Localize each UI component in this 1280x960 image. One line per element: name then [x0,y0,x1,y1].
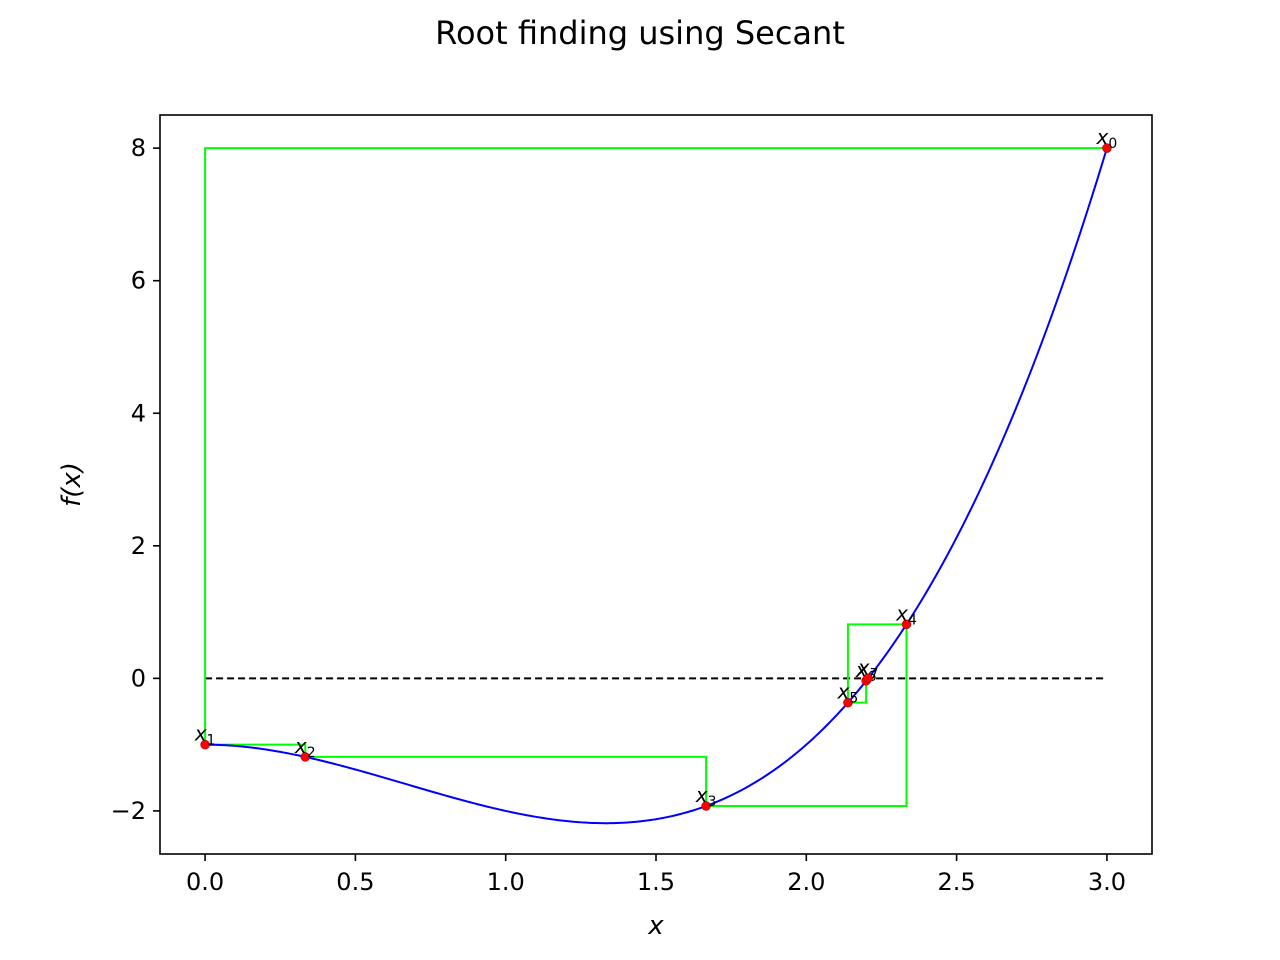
y-tick-label-1: 0 [131,664,146,692]
iterate-label-sub-3: 3 [708,794,717,810]
plot-inner [204,147,1108,825]
iterate-label-main-3: x [695,783,708,807]
iterate-label-4: x4 [895,601,917,628]
iterate-label-5: x5 [837,680,859,707]
chart-title: Root finding using Secant [435,14,845,52]
x-tick-label-2: 1.0 [487,868,525,896]
iterate-point-4 [901,619,912,630]
axes: 0.0 0.5 1.0 1.5 2.0 2.5 3.0 −2 0 2 4 6 8 x f(x) [57,114,1153,941]
x-tick-label-1: 0.5 [336,868,374,896]
iterate-label-main-4: x [895,601,908,625]
iterate-point-7 [863,673,873,684]
iterate-label-sub-0: 0 [1108,136,1117,152]
iterate-label-3: x3 [695,783,717,810]
x-tick-label-5: 2.5 [938,868,976,896]
iterate-point-0 [1102,143,1112,153]
iterate-label-sub-2: 2 [307,745,316,761]
plot-area: x0x1x2x3x4x5x6x7 [194,125,1118,825]
iterate-label-sub-7: 7 [870,666,879,682]
iterate-label-main-7: x [857,655,870,679]
x-tick-label-0: 0.0 [186,868,224,896]
iterate-point-3 [701,801,711,811]
x-axis-label: x [647,911,664,941]
iterate-label-sub-4: 4 [908,612,917,628]
iterate-point-2 [300,752,311,762]
iterate-label-1: x1 [194,722,216,749]
x-tick-label-3: 1.5 [637,868,675,896]
iterate-label-main-5: x [837,680,850,704]
x-tick-label-4: 2.0 [787,868,825,896]
iterate-label-main-0: x [1096,125,1109,149]
secant-steps [204,147,1107,808]
y-tick-label-4: 6 [131,267,146,295]
iterate-point-1 [200,739,210,750]
function-curve [205,147,1108,825]
y-tick-label-0: −2 [111,797,146,825]
iterate-label-2: x2 [294,734,316,761]
y-tick-label-5: 8 [131,134,146,162]
iterate-point-5 [843,697,853,708]
iterate-label-main-1: x [194,722,207,746]
iterate-label-sub-1: 1 [207,733,216,749]
y-axis-label: f(x) [57,462,87,507]
iterate-label-0: x0 [1096,125,1118,152]
axes-frame [159,114,1153,855]
y-tick-label-3: 4 [131,399,146,427]
y-tick-label-2: 2 [131,532,146,560]
iterate-label-7: x7 [857,655,879,682]
iterate-label-sub-5: 5 [849,691,858,707]
iterate-label-main-2: x [294,734,307,758]
x-tick-label-6: 3.0 [1088,868,1126,896]
